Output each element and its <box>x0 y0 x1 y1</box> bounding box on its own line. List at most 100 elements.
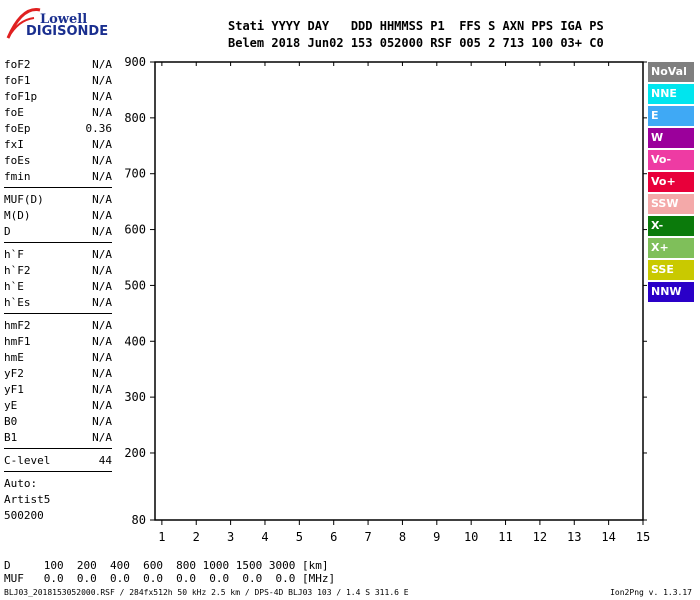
y-tick-label: 700 <box>124 167 146 181</box>
y-tick-label: 400 <box>124 334 146 348</box>
file-info-footer: BLJ03_2018153052000.RSF / 284fx512h 50 k… <box>4 588 409 597</box>
legend-item: SSE <box>648 260 694 280</box>
param-name: yF1 <box>4 382 24 396</box>
legend-item: SSW <box>648 194 694 214</box>
param-row: M(D) N/A <box>4 207 112 223</box>
param-name: foE <box>4 105 24 119</box>
y-tick-label: 200 <box>124 446 146 460</box>
param-value: N/A <box>92 169 112 183</box>
param-value: N/A <box>92 263 112 277</box>
legend-item: NNE <box>648 84 694 104</box>
legend-item: X+ <box>648 238 694 258</box>
param-name: M(D) <box>4 208 31 222</box>
x-tick-label: 5 <box>296 530 303 544</box>
param-row: h`Es N/A <box>4 294 112 310</box>
clevel-row: C-level 44 <box>4 452 112 468</box>
legend-item: W <box>648 128 694 148</box>
param-name: B0 <box>4 414 18 428</box>
plot-frame <box>154 61 644 521</box>
legend-item: X- <box>648 216 694 236</box>
param-row: yE N/A <box>4 397 112 413</box>
param-row: B1 N/A <box>4 429 112 445</box>
param-value: N/A <box>92 89 112 103</box>
distance-row: D 100 200 400 600 800 1000 1500 3000 [km… <box>4 559 329 572</box>
param-name: foF1p <box>4 89 38 103</box>
param-row: foF1p N/A <box>4 88 112 104</box>
param-row: hmF2 N/A <box>4 317 112 333</box>
y-tick-label: 500 <box>124 278 146 292</box>
param-row: hmE N/A <box>4 349 112 365</box>
divider <box>4 471 112 472</box>
param-value: N/A <box>92 382 112 396</box>
x-tick-label: 2 <box>193 530 200 544</box>
param-value: N/A <box>92 430 112 444</box>
param-name: D <box>4 224 11 238</box>
param-row: MUF(D) N/A <box>4 191 112 207</box>
param-value: N/A <box>92 57 112 71</box>
param-name: B1 <box>4 430 18 444</box>
x-tick-label: 15 <box>636 530 650 544</box>
param-name: hmE <box>4 350 24 364</box>
param-value: N/A <box>92 247 112 261</box>
header-line-1: Stati YYYY DAY DDD HHMMSS P1 FFS S AXN P… <box>228 19 604 33</box>
param-group-profile: hmF2 N/A hmF1 N/A hmE N/A yF2 N/A yF1 N/A yE N/A B0 N… <box>4 317 112 445</box>
param-row: yF2 N/A <box>4 365 112 381</box>
x-tick-label: 4 <box>261 530 268 544</box>
param-value: N/A <box>92 398 112 412</box>
muf-row: MUF 0.0 0.0 0.0 0.0 0.0 0.0 0.0 0.0 [MHz… <box>4 572 336 585</box>
x-tick-label: 12 <box>533 530 547 544</box>
param-name: h`F2 <box>4 263 31 277</box>
param-name: h`Es <box>4 295 31 309</box>
param-name: MUF(D) <box>4 192 44 206</box>
logo-digisonde-text: DIGISONDE <box>26 24 109 39</box>
param-name: hmF2 <box>4 318 31 332</box>
x-tick-label: 7 <box>364 530 371 544</box>
param-row: foF2 N/A <box>4 56 112 72</box>
auto-label: Auto: <box>4 476 38 490</box>
param-row: D N/A <box>4 223 112 239</box>
param-name: foEs <box>4 153 31 167</box>
param-value: N/A <box>92 295 112 309</box>
x-tick-label: 10 <box>464 530 478 544</box>
param-value: 0.36 <box>85 121 113 135</box>
autoscaler-version: 500200 <box>4 508 44 522</box>
param-value: N/A <box>92 137 112 151</box>
digisonde-logo-mark <box>6 8 41 39</box>
param-value: N/A <box>92 105 112 119</box>
y-tick-label: 80 <box>132 513 146 527</box>
param-value: N/A <box>92 350 112 364</box>
param-value: N/A <box>92 414 112 428</box>
param-group-virtual-heights: h`F N/A h`F2 N/A h`E N/A h`Es N/A <box>4 246 112 310</box>
param-name: yE <box>4 398 18 412</box>
param-group-critical-frequencies: foF2 N/A foF1 N/A foF1p N/A foE N/A foEp 0.36 fxI N… <box>4 56 112 184</box>
header-line-2: Belem 2018 Jun02 153 052000 RSF 005 2 71… <box>228 36 604 50</box>
param-row: h`E N/A <box>4 278 112 294</box>
station-header: Stati YYYY DAY DDD HHMMSS P1 FFS S AXN P… <box>228 18 604 52</box>
x-tick-label: 3 <box>227 530 234 544</box>
param-value: 44 <box>98 453 112 467</box>
x-tick-label: 8 <box>399 530 406 544</box>
divider <box>4 313 112 314</box>
param-name: foF2 <box>4 57 31 71</box>
param-row: foEs N/A <box>4 152 112 168</box>
y-tick-label: 800 <box>124 111 146 125</box>
x-tick-label: 1 <box>158 530 165 544</box>
param-row: foE N/A <box>4 104 112 120</box>
param-row: foF1 N/A <box>4 72 112 88</box>
param-row: yF1 N/A <box>4 381 112 397</box>
param-value: N/A <box>92 366 112 380</box>
param-row: h`F2 N/A <box>4 262 112 278</box>
param-name: fmin <box>4 169 31 183</box>
logo-lowell-text: Lowell <box>40 12 88 27</box>
param-row: foEp 0.36 <box>4 120 112 136</box>
param-name: h`F <box>4 247 24 261</box>
param-row: fmin N/A <box>4 168 112 184</box>
y-tick-label: 600 <box>124 223 146 237</box>
param-group-muf: MUF(D) N/A M(D) N/A D N/A <box>4 191 112 239</box>
param-value: N/A <box>92 224 112 238</box>
param-value: N/A <box>92 192 112 206</box>
legend-item: NNW <box>648 282 694 302</box>
software-version: Ion2Png v. 1.3.17 <box>610 588 692 597</box>
x-tick-label: 6 <box>330 530 337 544</box>
param-row: fxI N/A <box>4 136 112 152</box>
